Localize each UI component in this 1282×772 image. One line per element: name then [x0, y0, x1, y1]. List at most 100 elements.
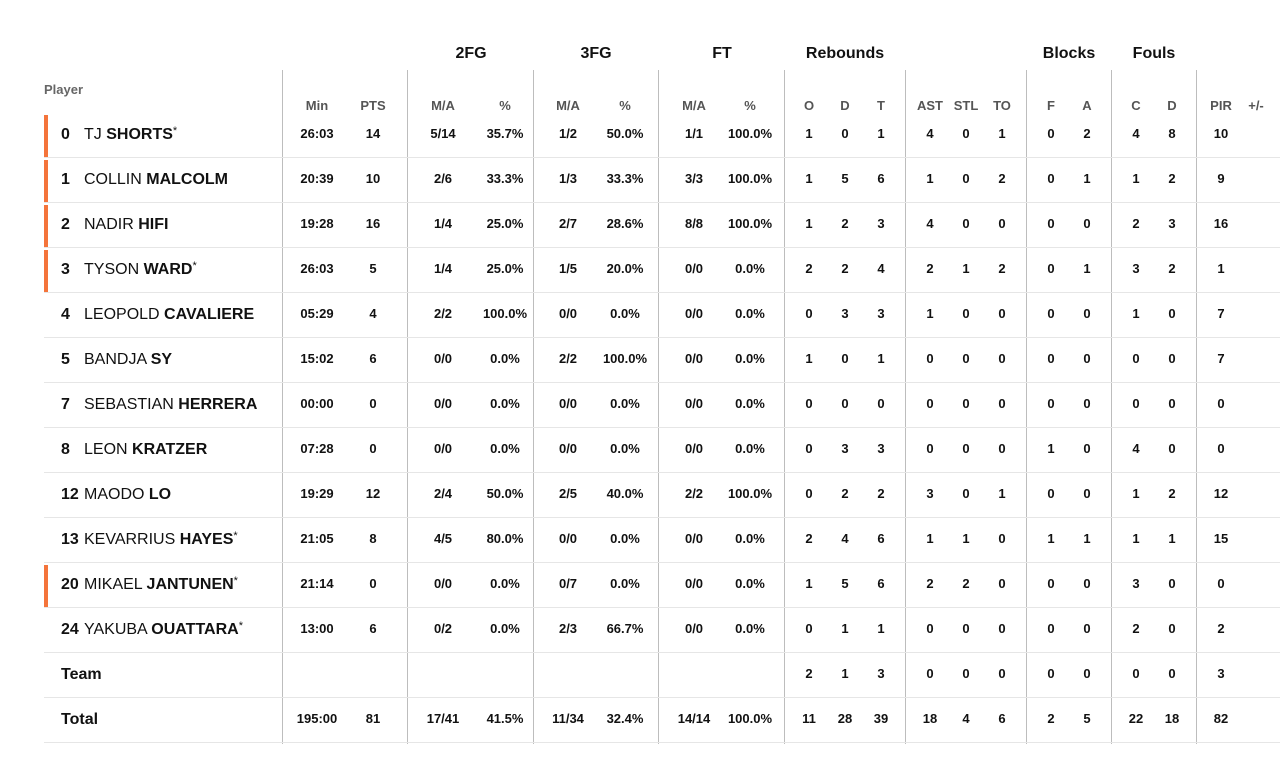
stat-cell: 3 — [841, 441, 849, 456]
stat-cell: 0 — [1047, 216, 1055, 231]
column-header: TO — [993, 98, 1011, 113]
stat-cell: 0 — [1168, 666, 1176, 681]
player-name[interactable]: MIKAEL JANTUNEN* — [84, 575, 238, 594]
stat-cell: 0 — [998, 216, 1006, 231]
stat-cell: 2 — [1168, 261, 1176, 276]
stat-cell: 66.7% — [606, 621, 644, 636]
stat-cell: 0/0 — [433, 441, 453, 456]
column-header: O — [803, 98, 815, 113]
player-name[interactable]: YAKUBA OUATTARA* — [84, 620, 243, 639]
stat-cell: 3 — [1132, 576, 1140, 591]
stat-cell: 3 — [877, 306, 885, 321]
stat-cell: 6 — [877, 576, 885, 591]
row-separator — [44, 427, 1280, 428]
stat-cell: 32.4% — [606, 711, 644, 726]
stat-cell: 0 — [962, 621, 970, 636]
player-name[interactable]: SEBASTIAN HERRERA — [84, 396, 257, 414]
stat-cell: 0 — [998, 621, 1006, 636]
column-header: % — [744, 98, 756, 113]
stat-cell: 82 — [1213, 711, 1229, 726]
player-row[interactable]: 1 COLLIN MALCOLM 20:39 10 2/6 33.3% 1/3 33.3% 3/… — [44, 158, 1280, 203]
player-row[interactable]: 5 BANDJA SY 15:02 6 0/0 0.0% 2/2 100.0% 0/0 0.0% 1… — [44, 338, 1280, 383]
stat-cell: 05:29 — [300, 306, 334, 321]
player-name[interactable]: KEVARRIUS HAYES* — [84, 530, 238, 549]
stat-cell: 1/1 — [684, 126, 704, 141]
player-last-name: KRATZER — [132, 441, 208, 458]
column-header: PIR — [1210, 98, 1232, 113]
stat-cell: 0.0% — [610, 306, 640, 321]
stat-cell: 50.0% — [486, 486, 524, 501]
stat-cell: 25.0% — [486, 216, 524, 231]
player-last-name: OUATTARA — [151, 621, 239, 638]
stat-cell: 0.0% — [610, 441, 640, 456]
star-marker: * — [172, 125, 178, 137]
player-name[interactable]: MAODO LO — [84, 486, 171, 504]
player-name[interactable]: TJ SHORTS* — [84, 125, 178, 144]
stat-cell: 0 — [369, 441, 377, 456]
stat-cell: 0 — [1083, 441, 1091, 456]
stat-cell: 1 — [1132, 486, 1140, 501]
stat-cell: 100.0% — [727, 216, 773, 231]
group-header-ft: FT — [712, 45, 732, 62]
stat-cell: 100.0% — [727, 486, 773, 501]
stat-cell: 100.0% — [602, 351, 648, 366]
column-header: D — [1167, 98, 1177, 113]
stat-cell: 25.0% — [486, 261, 524, 276]
stat-cell: 3/3 — [684, 171, 704, 186]
stat-cell: 1 — [877, 351, 885, 366]
stat-cell: 0.0% — [490, 441, 520, 456]
stat-cell: 1 — [1168, 531, 1176, 546]
stat-cell: 2 — [1132, 621, 1140, 636]
stat-cell: 12 — [365, 486, 381, 501]
player-name[interactable]: LEOPOLD CAVALIERE — [84, 306, 254, 324]
player-row[interactable]: 24 YAKUBA OUATTARA* 13:00 6 0/2 0.0% 2/3 66.7% 0… — [44, 608, 1280, 653]
stat-cell: 1 — [1047, 441, 1055, 456]
stat-cell: 28.6% — [606, 216, 644, 231]
player-row[interactable]: 8 LEON KRATZER 07:28 0 0/0 0.0% 0/0 0.0% 0/0 0.0%… — [44, 428, 1280, 473]
stat-cell: 0 — [962, 351, 970, 366]
row-separator — [44, 247, 1280, 248]
player-name[interactable]: COLLIN MALCOLM — [84, 171, 228, 189]
player-name[interactable]: BANDJA SY — [84, 351, 172, 369]
player-row[interactable]: 3 TYSON WARD* 26:03 5 1/4 25.0% 1/5 20.0% 0/0 0.0… — [44, 248, 1280, 293]
stat-cell: 3 — [877, 216, 885, 231]
player-name[interactable]: NADIR HIFI — [84, 216, 168, 234]
stat-cell: 0 — [1168, 621, 1176, 636]
stat-cell: 0 — [1047, 486, 1055, 501]
stat-cell: 33.3% — [486, 171, 524, 186]
player-row[interactable]: 20 MIKAEL JANTUNEN* 21:14 0 0/0 0.0% 0/7 0.0% 0/… — [44, 563, 1280, 608]
player-row[interactable]: 13 KEVARRIUS HAYES* 21:05 8 4/5 80.0% 0/0 0.0% 0… — [44, 518, 1280, 563]
stat-cell: 0 — [1047, 666, 1055, 681]
player-row[interactable]: 7 SEBASTIAN HERRERA 00:00 0 0/0 0.0% 0/0 0.0% 0/… — [44, 383, 1280, 428]
column-header: M/A — [556, 98, 580, 113]
stat-cell: 1 — [998, 486, 1006, 501]
stat-cell: 3 — [1168, 216, 1176, 231]
player-row[interactable]: 2 NADIR HIFI 19:28 16 1/4 25.0% 2/7 28.6% 8/8 100… — [44, 203, 1280, 248]
stat-cell: 18 — [1164, 711, 1180, 726]
player-row[interactable]: 0 TJ SHORTS* 26:03 14 5/14 35.7% 1/2 50.0% 1/1 10… — [44, 113, 1280, 158]
stat-cell: 1/3 — [558, 171, 578, 186]
player-row[interactable]: 4 LEOPOLD CAVALIERE 05:29 4 2/2 100.0% 0/0 0.0%… — [44, 293, 1280, 338]
player-first-name: YAKUBA — [84, 621, 147, 638]
player-first-name: KEVARRIUS — [84, 531, 176, 548]
player-row[interactable]: 12 MAODO LO 19:29 12 2/4 50.0% 2/5 40.0% 2/2 100.… — [44, 473, 1280, 518]
stat-cell: 6 — [877, 531, 885, 546]
column-divider — [1111, 70, 1112, 744]
stat-cell: 0.0% — [735, 306, 765, 321]
player-name[interactable]: LEON KRATZER — [84, 441, 207, 459]
stat-cell: 3 — [1132, 261, 1140, 276]
player-first-name: MAODO — [84, 486, 145, 503]
stat-cell: 0.0% — [490, 396, 520, 411]
column-header: M/A — [682, 98, 706, 113]
stat-cell: 0.0% — [610, 396, 640, 411]
player-last-name: JANTUNEN — [146, 576, 234, 593]
stat-cell: 0 — [1047, 306, 1055, 321]
stat-cell: 8 — [369, 531, 377, 546]
player-last-name: HERRERA — [178, 396, 258, 413]
player-name[interactable]: TYSON WARD* — [84, 260, 197, 279]
row-separator — [44, 607, 1280, 608]
stat-cell: 0.0% — [610, 531, 640, 546]
stat-cell: 2 — [1168, 486, 1176, 501]
stat-cell: 1 — [805, 126, 813, 141]
column-header: AST — [917, 98, 943, 113]
